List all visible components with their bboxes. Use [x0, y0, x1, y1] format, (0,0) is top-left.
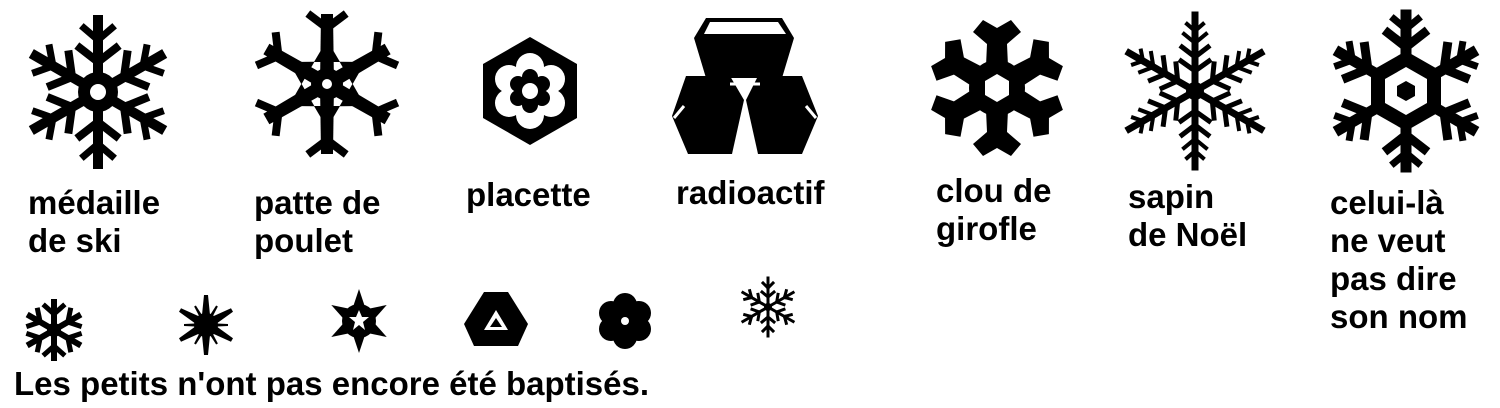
flake-label: clou de girofle — [936, 172, 1052, 247]
flake-label: radioactif — [676, 174, 825, 211]
clove-snowflake-icon — [926, 20, 1068, 156]
small-snowflake-1-icon — [22, 298, 86, 362]
caption: Les petits n'ont pas encore été baptisés… — [14, 365, 650, 402]
small-snowflake-3-icon — [327, 289, 391, 353]
small-snowflake-2-icon — [173, 295, 239, 355]
flake-label: médaille de ski — [28, 184, 161, 259]
small-snowflake-5-icon — [599, 293, 651, 349]
ski-medal-snowflake-icon — [26, 12, 170, 172]
radioactive-snowflake-icon — [672, 18, 818, 154]
chicken-foot-snowflake-icon — [254, 6, 400, 162]
small-snowflake-4-icon — [464, 292, 528, 346]
christmas-tree-snowflake-icon — [1122, 10, 1268, 172]
small-snowflake-6-icon — [738, 276, 798, 338]
flake-label: sapin de Noël — [1128, 178, 1248, 253]
flake-label: celui-là ne veut pas dire son nom — [1330, 184, 1468, 335]
placette-snowflake-icon — [483, 37, 577, 145]
flake-label: patte de poulet — [254, 184, 381, 259]
flake-label: placette — [466, 176, 591, 213]
nameless-snowflake-icon — [1334, 8, 1478, 174]
